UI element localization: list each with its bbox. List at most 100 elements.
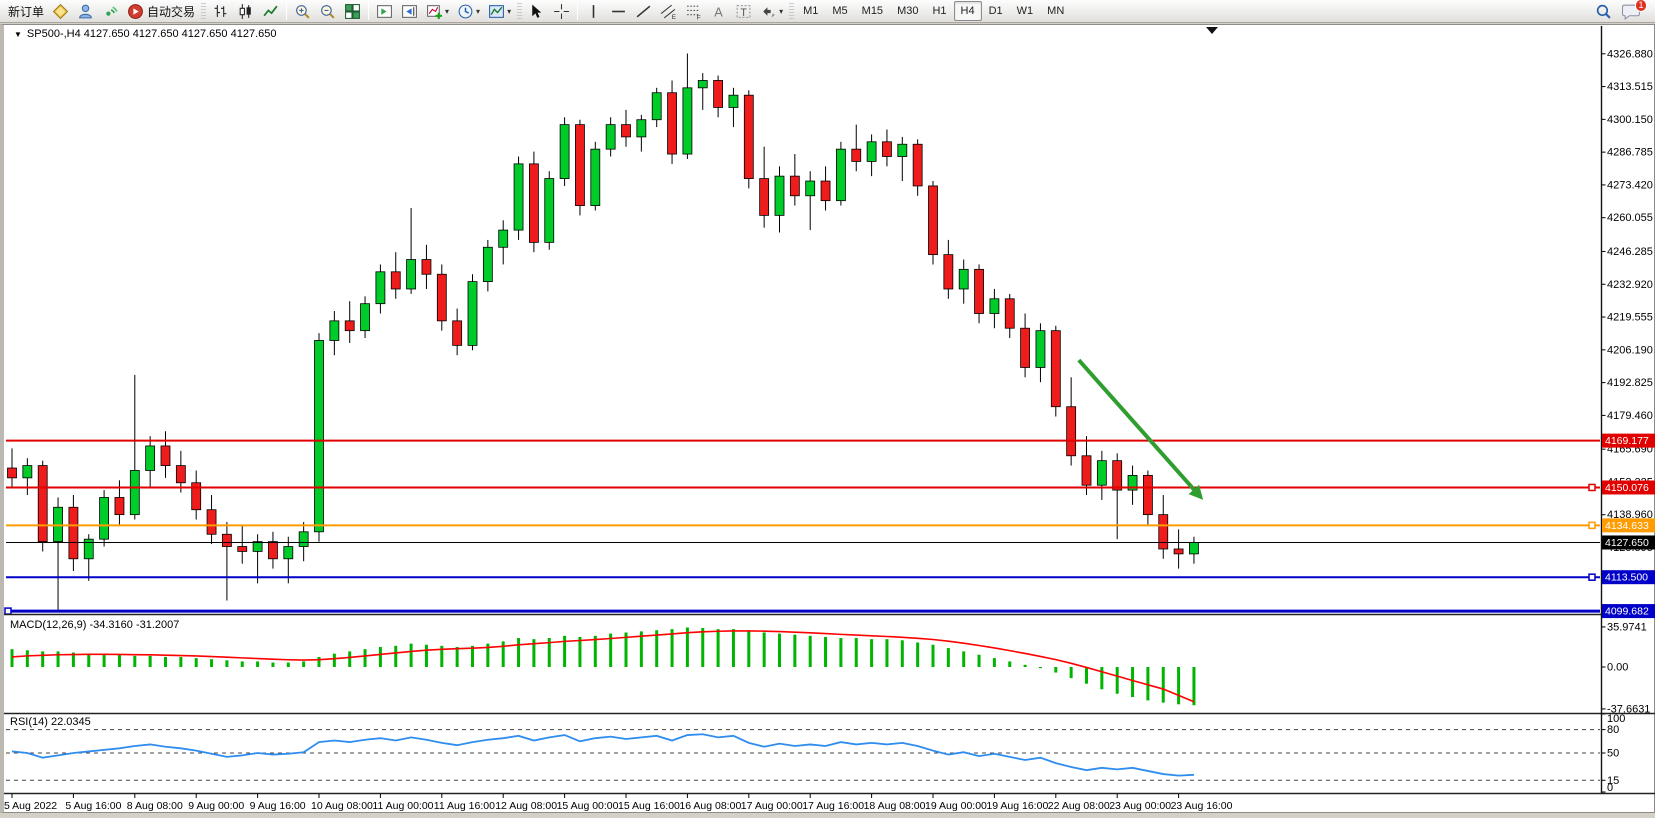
candle (298, 531, 309, 547)
candle (958, 268, 969, 290)
periods-caret: ▾ (476, 6, 481, 16)
tile-windows-icon[interactable] (340, 1, 365, 21)
svg-text:4127.650: 4127.650 (1605, 537, 1649, 549)
svg-text:11 Aug 00:00: 11 Aug 00:00 (372, 800, 433, 812)
chart-shift-icon[interactable] (397, 1, 422, 21)
candle (452, 320, 463, 346)
price-badge (1602, 535, 1655, 550)
svg-text:12 Aug 08:00: 12 Aug 08:00 (495, 800, 557, 812)
candlestick-mode-icon[interactable] (233, 1, 258, 21)
timeframe-H4[interactable]: H4 (953, 1, 982, 21)
vertical-line-tool-icon[interactable] (581, 1, 606, 21)
svg-text:4138.960: 4138.960 (1607, 509, 1653, 521)
line-handle[interactable] (1588, 483, 1596, 492)
price-badge (1602, 518, 1655, 533)
candle (344, 320, 355, 332)
search-icon[interactable] (1591, 1, 1616, 21)
price-lines (4, 439, 1600, 615)
candle (283, 546, 294, 560)
new-order-label: 新订单 (8, 4, 45, 19)
svg-text:4219.555: 4219.555 (1607, 312, 1653, 324)
trendline-tool-icon[interactable] (631, 1, 656, 21)
line-chart-mode-icon[interactable] (258, 1, 283, 21)
toolbar-separator (577, 2, 579, 20)
annotation-arrow[interactable] (1077, 358, 1199, 494)
timeframe-D1[interactable]: D1 (988, 5, 1003, 17)
macd-pane: 35.9741 0.00 -37.6631 MACD(12,26,9) -34.316… (10, 619, 1650, 715)
svg-text:4286.785: 4286.785 (1607, 147, 1653, 159)
text-tool-icon[interactable]: A (706, 1, 731, 21)
annotation-arrowhead[interactable] (1188, 484, 1204, 500)
candle (713, 80, 723, 108)
periods-icon[interactable]: ▾ (453, 1, 484, 21)
candle (221, 533, 232, 547)
fibonacci-tool-icon[interactable]: F (681, 1, 706, 21)
candle (83, 538, 94, 560)
line-handle[interactable] (1588, 573, 1596, 581)
line-handle[interactable] (1588, 521, 1596, 530)
timeframe-H1[interactable]: H1 (932, 5, 947, 17)
candle (99, 497, 109, 540)
candle (912, 143, 923, 187)
chart-collapse-icon[interactable]: ▼ (14, 29, 22, 39)
svg-text:A: A (714, 4, 723, 19)
equidistant-channel-tool-icon[interactable]: E (656, 1, 681, 21)
rsi-label: RSI(14) 22.0345 (10, 716, 91, 728)
time-axis: 5 Aug 2022 5 Aug 16:00 8 Aug 08:00 9 Aug 00… (4, 794, 1233, 812)
candle (360, 303, 370, 332)
candle (467, 281, 478, 346)
timeframe-M1[interactable]: M1 (803, 5, 819, 17)
svg-text:T: T (740, 6, 747, 18)
timeframe-M15[interactable]: M15 (861, 5, 884, 17)
price-badge (1602, 570, 1655, 585)
candle (989, 298, 1000, 314)
arrows-tool-icon[interactable]: ▾ (756, 1, 787, 21)
candle (559, 124, 570, 179)
line-handle[interactable] (4, 607, 12, 615)
indicators-icon[interactable]: ▾ (422, 1, 453, 21)
bar-chart-mode-icon[interactable] (208, 1, 233, 21)
zoom-out-icon[interactable] (315, 1, 340, 21)
candle (406, 259, 417, 290)
chart-title-bar[interactable]: ▼ SP500-,H4 4127.650 4127.650 4127.650 4… (14, 28, 276, 40)
window-bottom-frame (0, 813, 1655, 818)
candle (575, 124, 585, 206)
market-watch-icon[interactable] (48, 1, 73, 21)
new-order-button[interactable]: 新订单 (4, 1, 48, 21)
svg-text:E: E (672, 13, 676, 19)
candle (482, 246, 493, 283)
timeframe-M30[interactable]: M30 (897, 5, 919, 17)
candle (851, 148, 862, 162)
zoom-in-icon[interactable] (290, 1, 315, 21)
crosshair-tool-icon[interactable] (549, 1, 574, 21)
notifications-button[interactable]: 1 (1622, 0, 1647, 20)
svg-text:4113.500: 4113.500 (1605, 572, 1648, 584)
candle (390, 271, 401, 290)
arrows-caret: ▾ (779, 6, 784, 16)
chart-shift-marker[interactable] (1206, 27, 1218, 34)
indicators-caret: ▾ (445, 6, 450, 16)
candle (1050, 330, 1061, 408)
timeframe-W1[interactable]: W1 (1016, 5, 1034, 17)
text-label-tool-icon[interactable]: T (731, 1, 756, 21)
svg-text:4169.177: 4169.177 (1605, 435, 1649, 447)
candle (605, 124, 616, 150)
svg-text:15 Aug 00:00: 15 Aug 00:00 (557, 800, 619, 812)
timeframe-M5[interactable]: M5 (832, 5, 848, 17)
signals-icon[interactable] (98, 1, 123, 21)
candle (1112, 460, 1123, 491)
navigator-icon[interactable] (73, 1, 98, 21)
svg-text:15: 15 (1607, 775, 1619, 787)
auto-scroll-icon[interactable] (372, 1, 397, 21)
candle (237, 546, 248, 552)
templates-icon[interactable]: ▾ (484, 1, 515, 21)
svg-text:4326.880: 4326.880 (1607, 48, 1653, 60)
candle (114, 497, 125, 516)
autotrade-button[interactable]: 自动交易 (123, 1, 199, 21)
cursor-tool-icon[interactable] (524, 1, 549, 21)
svg-text:35.9741: 35.9741 (1607, 621, 1647, 633)
horizontal-line-tool-icon[interactable] (606, 1, 631, 21)
timeframe-MN[interactable]: MN (1047, 5, 1065, 17)
